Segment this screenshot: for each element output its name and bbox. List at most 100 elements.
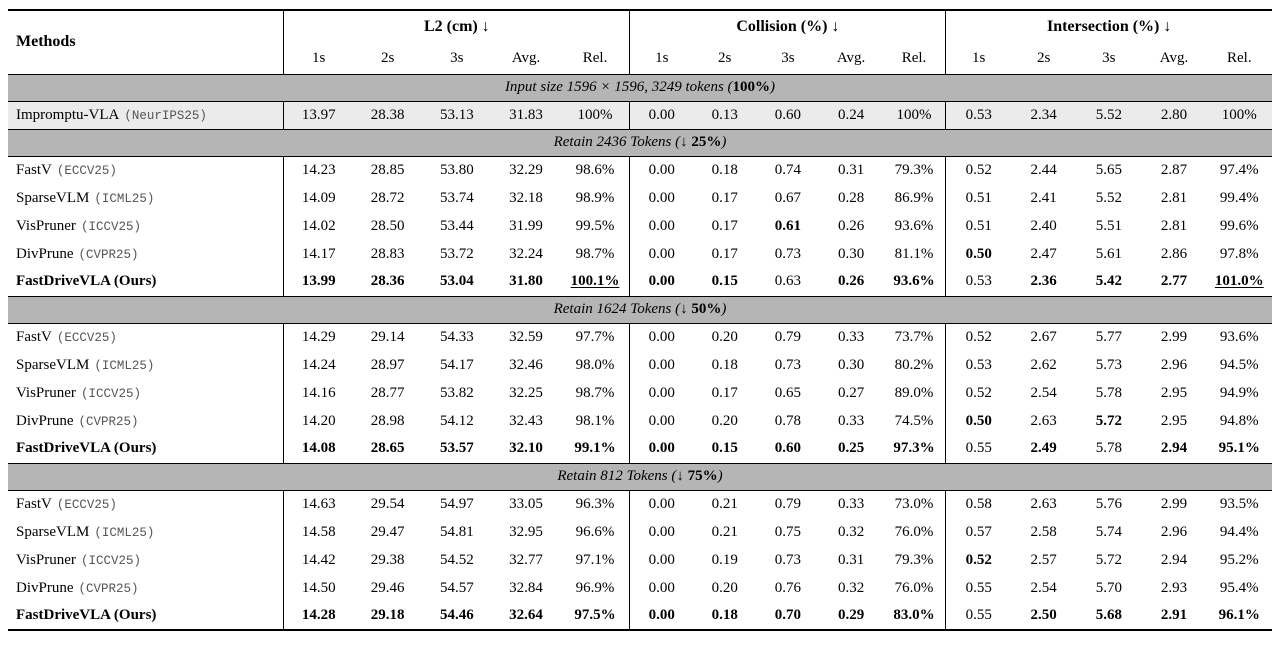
section-header-row: Retain 812 Tokens (↓ 75%): [8, 462, 1272, 491]
value-cell: 96.6%: [575, 523, 615, 540]
value-cell: 0.20: [711, 412, 738, 429]
value-cell: 28.38: [353, 101, 423, 129]
method-cell: Impromptu-VLA (NeurIPS25): [8, 101, 284, 129]
value-cell: 54.81: [439, 523, 474, 540]
value-cell: 98.9%: [575, 189, 615, 206]
value-cell: 98.0%: [575, 356, 615, 373]
method-name: FastDriveVLA (Ours): [16, 607, 157, 623]
value-cell: 0.18: [711, 356, 738, 373]
section-title-segment: 50%: [691, 301, 722, 317]
group-header-1: Collision (%) ↓: [629, 10, 946, 43]
value-cell: 28.50: [370, 217, 405, 234]
value-cell: 95.1%: [1218, 440, 1260, 457]
table-row: DivPrune (CVPR25) 14.20 28.98 54.12 32.43 98.1…: [8, 407, 1272, 435]
table-row: DivPrune (CVPR25) 14.50 29.46 54.57 32.84 96.9…: [8, 574, 1272, 602]
value-cell: 5.77: [1095, 328, 1122, 345]
value-cell: 0.00: [629, 212, 694, 240]
value-cell: 97.8%: [1219, 245, 1259, 262]
subcol-header: Avg.: [819, 43, 883, 75]
value-cell: 0.20: [711, 579, 738, 596]
value-cell: 0.53: [945, 101, 1012, 129]
value-cell: 96.9%: [575, 579, 615, 596]
value-cell: 2.96: [1160, 523, 1188, 540]
value-cell: 0.29: [837, 607, 865, 623]
value-cell: 28.77: [370, 384, 405, 401]
method-cell: FastV (ECCV25): [8, 156, 284, 184]
value-cell: 32.24: [509, 245, 543, 262]
method-cell: VisPruner (ICCV25): [8, 546, 284, 574]
group-header-0: L2 (cm) ↓: [283, 10, 630, 43]
table-row: FastV (ECCV25) 14.23 28.85 53.80 32.29 98.6% 0.…: [8, 156, 1272, 184]
value-cell: 0.25: [837, 440, 865, 457]
subcol-header: Rel.: [560, 43, 630, 75]
value-cell: 98.7%: [575, 245, 615, 262]
value-cell: 54.57: [439, 579, 474, 596]
value-cell: 73.7%: [894, 328, 934, 345]
value-cell: 0.33: [837, 328, 865, 345]
value-cell: 2.96: [1160, 356, 1188, 373]
table-row: FastV (ECCV25) 14.63 29.54 54.97 33.05 96.3% 0.…: [8, 490, 1272, 518]
value-cell: 2.87: [1160, 161, 1188, 178]
value-cell: 0.32: [837, 579, 865, 596]
value-cell: 0.00: [629, 435, 694, 463]
value-cell: 0.18: [711, 161, 738, 178]
value-cell: 99.1%: [574, 440, 616, 457]
value-cell: 2.81: [1160, 189, 1188, 206]
value-cell: 0.26: [837, 217, 865, 234]
value-cell: 0.27: [837, 384, 865, 401]
value-cell: 73.0%: [894, 495, 934, 512]
method-cell: DivPrune (CVPR25): [8, 574, 284, 602]
value-cell: 100%: [560, 101, 630, 129]
value-cell: 94.5%: [1219, 356, 1259, 373]
method-cell: SparseVLM (ICML25): [8, 351, 284, 379]
value-cell: 74.5%: [894, 412, 934, 429]
value-cell: 93.6%: [894, 217, 934, 234]
value-cell: 2.81: [1160, 217, 1188, 234]
value-cell: 31.99: [509, 217, 543, 234]
results-table: Methods L2 (cm) ↓ Collision (%) ↓ Intersect…: [8, 9, 1272, 631]
value-cell: 0.55: [945, 602, 1012, 630]
value-cell: 99.4%: [1219, 189, 1259, 206]
methods-header: Methods: [8, 10, 284, 75]
method-cell: VisPruner (ICCV25): [8, 212, 284, 240]
method-name: VisPruner: [16, 217, 76, 234]
value-cell: 80.2%: [894, 356, 934, 373]
value-cell: 5.76: [1095, 495, 1122, 512]
method-venue-tag: (ICML25): [94, 525, 155, 540]
paper-table-page: Methods L2 (cm) ↓ Collision (%) ↓ Intersect…: [8, 9, 1272, 631]
value-cell: 5.65: [1095, 161, 1122, 178]
value-cell: 97.3%: [893, 440, 935, 457]
value-cell: 97.7%: [575, 328, 615, 345]
value-cell: 97.1%: [575, 551, 615, 568]
value-cell: 0.50: [945, 407, 1012, 435]
subcol-header: 2s: [1011, 43, 1077, 75]
value-cell: 32.10: [509, 440, 543, 457]
method-venue-tag: (CVPR25): [78, 581, 139, 596]
value-cell: 101.0%: [1214, 273, 1264, 290]
value-cell: 14.08: [283, 435, 354, 463]
value-cell: 0.73: [774, 356, 802, 373]
method-venue-tag: (CVPR25): [78, 414, 139, 429]
value-cell: 94.8%: [1219, 412, 1259, 429]
value-cell: 53.04: [439, 273, 474, 290]
value-cell: 2.40: [1030, 217, 1057, 234]
section-title-segment: Retain 812 Tokens (↓: [557, 468, 688, 484]
value-cell: 96.1%: [1218, 607, 1260, 623]
value-cell: 0.79: [774, 495, 802, 512]
value-cell: 0.76: [774, 579, 802, 596]
section-title-segment: ): [721, 301, 727, 317]
value-cell: 2.57: [1030, 551, 1057, 568]
value-cell: 2.54: [1030, 579, 1057, 596]
value-cell: 0.17: [711, 189, 738, 206]
value-cell: 96.3%: [575, 495, 615, 512]
value-cell: 0.67: [774, 189, 802, 206]
value-cell: 0.26: [837, 273, 865, 290]
method-name: FastV: [16, 495, 52, 512]
value-cell: 5.51: [1095, 217, 1122, 234]
value-cell: 97.5%: [574, 607, 616, 623]
subcol-header: 1s: [283, 43, 354, 75]
method-name: Impromptu-VLA: [16, 106, 120, 123]
subcol-header: 3s: [756, 43, 820, 75]
method-cell: DivPrune (CVPR25): [8, 407, 284, 435]
value-cell: 14.24: [283, 351, 354, 379]
